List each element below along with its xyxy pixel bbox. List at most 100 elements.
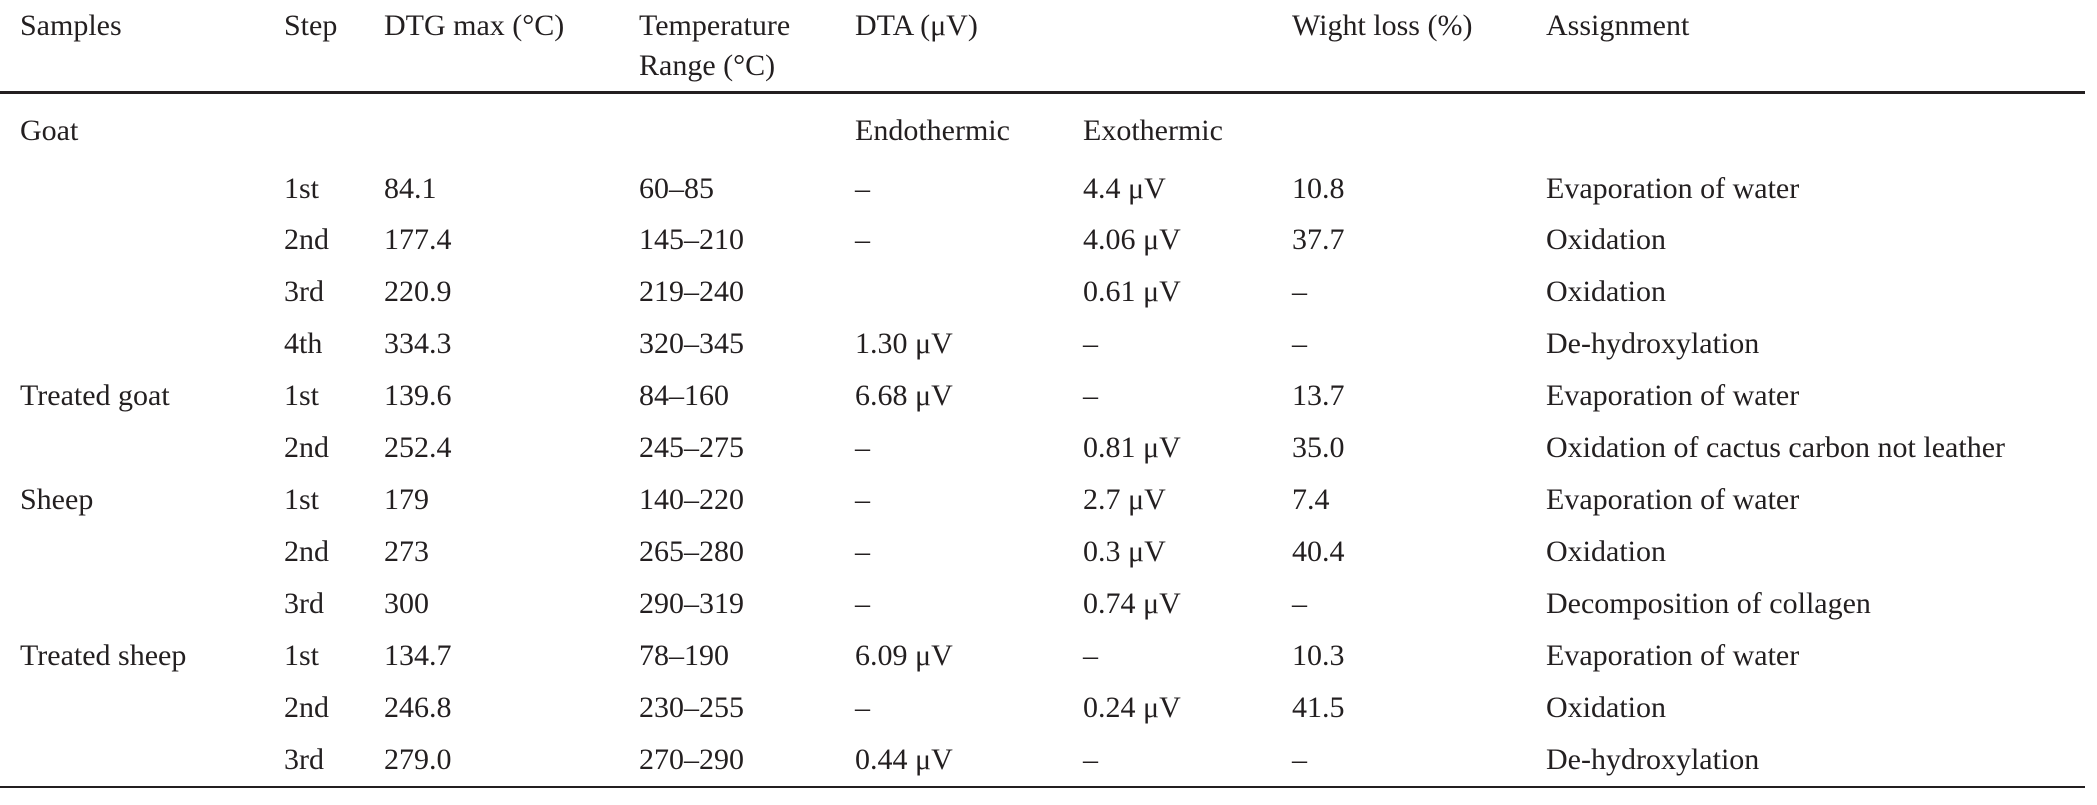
cell-temperature-range: 145–210: [639, 222, 744, 256]
cell-temperature-range: 265–280: [639, 534, 744, 568]
cell-temperature-range: 245–275: [639, 430, 744, 464]
cell-sample: Sheep: [20, 482, 94, 516]
cell-weight-loss: 10.3: [1292, 638, 1345, 672]
cell-dtg-max: 177.4: [384, 222, 452, 256]
subheader-empty-assignment: [1526, 92, 2085, 164]
cell-weight-loss: 10.8: [1292, 171, 1345, 205]
cell-dtg-max: 84.1: [384, 171, 437, 205]
cell-weight-loss: –: [1292, 326, 1307, 360]
cell-sample: [0, 682, 264, 734]
subheader-empty-range: [619, 92, 835, 164]
cell-step: 3rd: [264, 733, 364, 788]
cell-sample: Treated sheep: [20, 638, 187, 672]
cell-temperature-range: 290–319: [639, 586, 744, 620]
cell-assignment: Oxidation: [1546, 274, 1666, 308]
table-row: 2nd 252.4 245–275 – 0.81 μV 35.0 Oxidation of …: [0, 422, 2085, 474]
header-assignment: Assignment: [1526, 0, 2085, 94]
cell-step: 1st: [284, 638, 320, 672]
header-samples: Samples: [0, 0, 264, 94]
cell-temperature-range: 219–240: [639, 274, 744, 308]
cell-exothermic: 2.7 μV: [1083, 482, 1166, 516]
cell-endothermic: –: [855, 690, 870, 724]
table-row: 2nd 246.8 230–255 – 0.24 μV 41.5 Oxidation: [0, 682, 2085, 734]
cell-weight-loss: 7.4: [1292, 482, 1330, 516]
cell-temperature-range: 140–220: [639, 482, 744, 516]
cell-step: 1st: [284, 482, 320, 516]
table-row: Treated goat 1st 139.6 84–160 6.68 μV – 13.7 Ev…: [0, 370, 2085, 422]
cell-weight-loss: –: [1292, 274, 1307, 308]
cell-temperature-range: 60–85: [639, 171, 714, 205]
cell-assignment: Oxidation: [1546, 690, 1666, 724]
cell-weight-loss: 40.4: [1292, 534, 1345, 568]
cell-weight-loss: 13.7: [1292, 378, 1345, 412]
cell-endothermic: –: [855, 430, 870, 464]
cell-dtg-max: 134.7: [384, 638, 452, 672]
cell-dtg-max: 279.0: [364, 733, 619, 788]
cell-exothermic: 0.24 μV: [1083, 690, 1181, 724]
cell-step: 1st: [284, 171, 320, 205]
cell-step: 2nd: [284, 222, 329, 256]
cell-endothermic: 1.30 μV: [855, 326, 953, 360]
cell-step: 2nd: [284, 430, 329, 464]
cell-step: 4th: [284, 326, 323, 360]
header-dta: DTA (μV): [835, 0, 1063, 94]
cell-weight-loss: –: [1292, 586, 1307, 620]
cell-exothermic: 4.4 μV: [1083, 171, 1166, 205]
cell-dtg-max: 273: [384, 534, 429, 568]
cell-step: 1st: [284, 378, 320, 412]
cell-endothermic: –: [855, 171, 870, 205]
cell-exothermic: –: [1063, 733, 1272, 788]
cell-exothermic: 0.74 μV: [1083, 586, 1181, 620]
subheader-empty-dtg: [364, 92, 619, 164]
cell-dtg-max: 252.4: [384, 430, 452, 464]
table-row: Sheep 1st 179 140–220 – 2.7 μV 7.4 Evaporation …: [0, 474, 2085, 526]
cell-step: 3rd: [284, 274, 324, 308]
subheader-row: Goat Endothermic Exothermic: [0, 92, 2085, 164]
table-row: 1st 84.1 60–85 – 4.4 μV 10.8 Evaporation of wa…: [0, 164, 2085, 214]
cell-sample: [0, 266, 264, 318]
cell-assignment: Oxidation: [1546, 534, 1666, 568]
header-dtg-max: DTG max (°C): [364, 0, 619, 94]
cell-temperature-range: 320–345: [639, 326, 744, 360]
cell-assignment: Evaporation of water: [1546, 482, 1800, 516]
table-row: Treated sheep 1st 134.7 78–190 6.09 μV – 10.3 E…: [0, 630, 2085, 682]
thermal-analysis-table: Samples Step DTG max (°C) Temperature Ra…: [0, 0, 2085, 788]
table-row: 3rd 300 290–319 – 0.74 μV – Decomposition of c…: [0, 578, 2085, 630]
cell-dtg-max: 139.6: [384, 378, 452, 412]
cell-exothermic: 4.06 μV: [1083, 222, 1181, 256]
cell-exothermic: 0.81 μV: [1083, 430, 1181, 464]
cell-weight-loss: 37.7: [1292, 222, 1345, 256]
cell-sample: [0, 214, 264, 266]
cell-weight-loss: –: [1272, 733, 1526, 788]
cell-assignment: Oxidation of cactus carbon not leather: [1546, 430, 2005, 464]
cell-assignment: Evaporation of water: [1546, 171, 1800, 205]
cell-sample: [0, 422, 264, 474]
cell-endothermic: –: [855, 534, 870, 568]
cell-dtg-max: 300: [384, 586, 429, 620]
cell-sample: [0, 733, 264, 788]
subheader-empty-loss: [1272, 92, 1526, 164]
cell-assignment: Evaporation of water: [1546, 378, 1800, 412]
cell-endothermic: [835, 266, 1063, 318]
cell-endothermic: 0.44 μV: [835, 733, 1063, 788]
cell-endothermic: 6.09 μV: [855, 638, 953, 672]
header-weight-loss: Wight loss (%): [1272, 0, 1526, 94]
subheader-exothermic: Exothermic: [1083, 113, 1223, 147]
cell-assignment: Oxidation: [1546, 222, 1666, 256]
cell-assignment: Evaporation of water: [1546, 638, 1800, 672]
cell-sample: Treated goat: [20, 378, 170, 412]
cell-step: 2nd: [284, 690, 329, 724]
group-label: Goat: [20, 113, 79, 147]
table-row: 2nd 177.4 145–210 – 4.06 μV 37.7 Oxidation: [0, 214, 2085, 266]
cell-endothermic: –: [855, 222, 870, 256]
cell-sample: [0, 526, 264, 578]
subheader-endothermic: Endothermic: [855, 113, 1010, 147]
cell-endothermic: –: [855, 586, 870, 620]
cell-sample: [0, 318, 264, 370]
cell-endothermic: –: [855, 482, 870, 516]
cell-assignment: De-hydroxylation: [1546, 326, 1760, 360]
table-row: 2nd 273 265–280 – 0.3 μV 40.4 Oxidation: [0, 526, 2085, 578]
cell-exothermic: 0.3 μV: [1083, 534, 1166, 568]
cell-assignment: De-hydroxylation: [1526, 733, 2085, 788]
